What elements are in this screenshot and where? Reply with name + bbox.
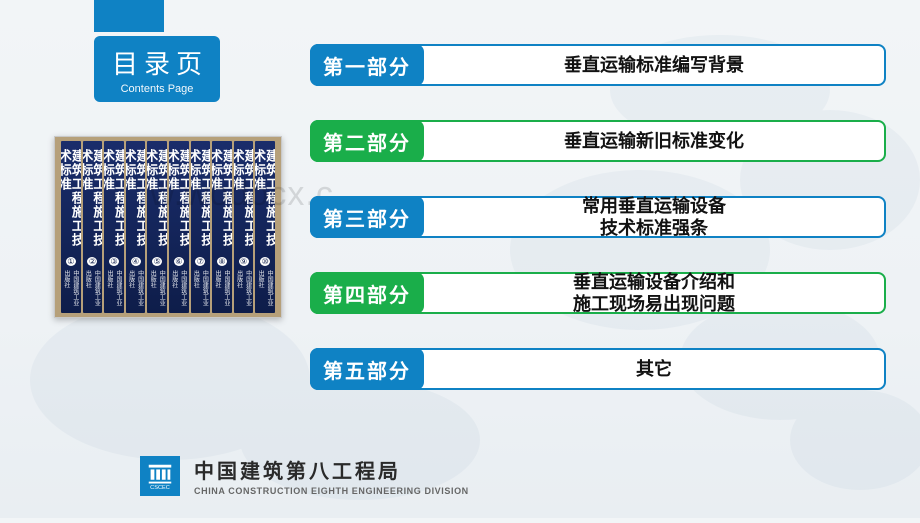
book-publisher: 中国建筑工业出版社: [191, 270, 209, 311]
book-volume-number: ④: [131, 257, 141, 266]
title-block: 目录页 Contents Page: [94, 36, 220, 102]
toc-row: 第四部分垂直运输设备介绍和 施工现场易出现问题: [310, 272, 886, 314]
book-publisher: 中国建筑工业出版社: [235, 270, 253, 311]
title-en: Contents Page: [121, 83, 194, 95]
book-spine-title: 建筑工程施工技术标准: [83, 149, 103, 257]
book-volume-number: ⑦: [195, 257, 205, 266]
toc-row: 第二部分垂直运输新旧标准变化: [310, 120, 886, 162]
book-volume-number: ⑧: [217, 257, 227, 266]
book-spine: 建筑工程施工技术标准⑧ 中国建筑工业出版社: [212, 141, 232, 313]
book-spine-title: 建筑工程施工技术标准: [212, 149, 232, 257]
book-spine: 建筑工程施工技术标准③ 中国建筑工业出版社: [104, 141, 124, 313]
toc-tag: 第二部分: [310, 120, 424, 162]
toc-label: 垂直运输标准编写背景: [424, 54, 884, 77]
book-photo: 建筑工程施工技术标准①中国建筑工业出版社建筑工程施工技术标准②中国建筑工业出版社…: [54, 136, 282, 318]
toc-tag: 第三部分: [310, 196, 424, 238]
book-publisher: 中国建筑工业出版社: [256, 270, 274, 311]
book-spine: 建筑工程施工技术标准⑩ 中国建筑工业出版社: [255, 141, 275, 313]
book-spine-title: 建筑工程施工技术标准: [104, 149, 124, 257]
toc-label: 垂直运输设备介绍和 施工现场易出现问题: [424, 271, 884, 316]
toc-row: 第一部分垂直运输标准编写背景: [310, 44, 886, 86]
book-publisher: 中国建筑工业出版社: [213, 270, 231, 311]
book-spine: 建筑工程施工技术标准⑤ 中国建筑工业出版社: [147, 141, 167, 313]
toc-row: 第五部分其它: [310, 348, 886, 390]
org-logo: CSCEC: [140, 456, 180, 496]
book-spine-title: 建筑工程施工技术标准: [169, 149, 189, 257]
book-spine: 建筑工程施工技术标准④ 中国建筑工业出版社: [126, 141, 146, 313]
book-publisher: 中国建筑工业出版社: [170, 270, 188, 311]
toc-row: 第三部分常用垂直运输设备 技术标准强条: [310, 196, 886, 238]
toc-pill: 第二部分垂直运输新旧标准变化: [310, 120, 886, 162]
book-spine-title: 建筑工程施工技术标准: [255, 149, 275, 257]
org-name-cn: 中国建筑第八工程局: [194, 455, 469, 484]
book-spine: 建筑工程施工技术标准⑨ 中国建筑工业出版社: [234, 141, 254, 313]
book-spine: 建筑工程施工技术标准⑥ 中国建筑工业出版社: [169, 141, 189, 313]
book-volume-number: ①: [66, 257, 76, 266]
book-volume-number: ②: [87, 257, 97, 266]
footer: CSCEC 中国建筑第八工程局 CHINA CONSTRUCTION EIGHT…: [140, 455, 469, 496]
book-spine-title: 建筑工程施工技术标准: [126, 149, 146, 257]
toc-pill: 第一部分垂直运输标准编写背景: [310, 44, 886, 86]
toc-label: 垂直运输新旧标准变化: [424, 130, 884, 153]
book-volume-number: ③: [109, 257, 119, 266]
book-publisher: 中国建筑工业出版社: [127, 270, 145, 311]
book-volume-number: ⑨: [239, 257, 249, 266]
book-publisher: 中国建筑工业出版社: [148, 270, 166, 311]
book-spine: 建筑工程施工技术标准⑦ 中国建筑工业出版社: [191, 141, 211, 313]
book-publisher: 中国建筑工业出版社: [83, 270, 101, 311]
book-spine: 建筑工程施工技术标准② 中国建筑工业出版社: [83, 141, 103, 313]
book-volume-number: ⑥: [174, 257, 184, 266]
book-volume-number: ⑩: [260, 257, 270, 266]
book-spine-title: 建筑工程施工技术标准: [147, 149, 167, 257]
book-publisher: 中国建筑工业出版社: [62, 270, 80, 311]
title-cn: 目录页: [112, 44, 208, 81]
book-volume-number: ⑤: [152, 257, 162, 266]
toc-label: 其它: [424, 358, 884, 381]
top-accent-bar: [94, 0, 164, 32]
book-spine-title: 建筑工程施工技术标准: [61, 149, 81, 257]
book-spine-title: 建筑工程施工技术标准: [234, 149, 254, 257]
org-name-en: CHINA CONSTRUCTION EIGHTH ENGINEERING DI…: [194, 486, 469, 496]
toc-label: 常用垂直运输设备 技术标准强条: [424, 195, 884, 240]
toc-pill: 第三部分常用垂直运输设备 技术标准强条: [310, 196, 886, 238]
book-spine: 建筑工程施工技术标准① 中国建筑工业出版社: [61, 141, 81, 313]
book-publisher: 中国建筑工业出版社: [105, 270, 123, 311]
toc-tag: 第一部分: [310, 44, 424, 86]
toc-tag: 第四部分: [310, 272, 424, 314]
contents-list: 第一部分垂直运输标准编写背景第二部分垂直运输新旧标准变化第三部分常用垂直运输设备…: [310, 44, 886, 390]
toc-pill: 第五部分其它: [310, 348, 886, 390]
book-spine-title: 建筑工程施工技术标准: [191, 149, 211, 257]
toc-pill: 第四部分垂直运输设备介绍和 施工现场易出现问题: [310, 272, 886, 314]
toc-tag: 第五部分: [310, 348, 424, 390]
logo-text: CSCEC: [150, 485, 170, 491]
